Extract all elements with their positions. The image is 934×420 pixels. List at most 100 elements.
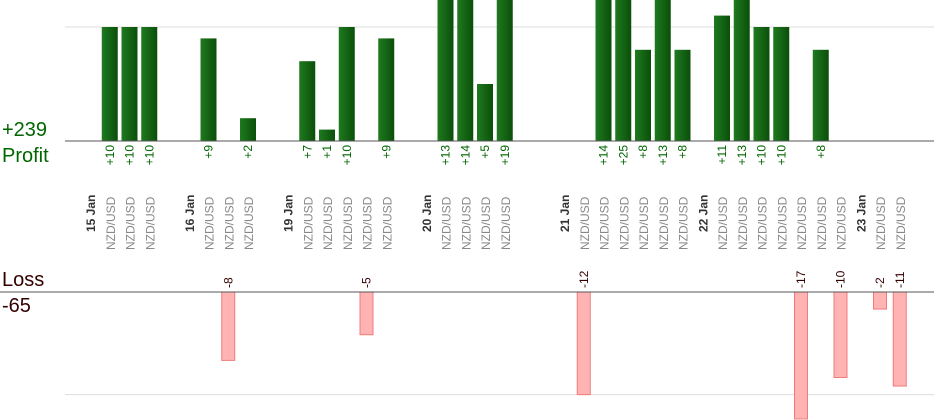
pair-label: NZD/USD — [657, 196, 671, 250]
pair-label: NZD/USD — [104, 196, 118, 250]
pair-label: NZD/USD — [736, 196, 750, 250]
profit-value-label: +10 — [755, 145, 769, 166]
pair-labels: NZD/USD NZD/USD NZD/USD NZD/USD NZD/USD NZD/U… — [104, 196, 908, 250]
profit-value-label: +10 — [340, 145, 354, 166]
loss-total: -65 — [2, 295, 31, 317]
profit-value-label: +10 — [142, 145, 156, 166]
profit-bar — [733, 0, 750, 141]
pair-label: NZD/USD — [222, 196, 236, 250]
profit-value-label: +14 — [597, 145, 611, 166]
pair-label: NZD/USD — [756, 196, 770, 250]
profit-bar — [773, 27, 790, 141]
profit-bar — [457, 0, 474, 141]
profit-value-label: +13 — [735, 145, 749, 166]
pair-label: NZD/USD — [775, 196, 789, 250]
pair-label: NZD/USD — [242, 196, 256, 250]
profit-bar — [240, 118, 256, 141]
profit-bar — [200, 38, 217, 141]
profit-label: Profit — [2, 145, 49, 167]
profit-bar — [378, 38, 395, 141]
profit-value-label: +8 — [636, 145, 650, 159]
profit-bar — [141, 27, 158, 141]
profit-value-label: +9 — [379, 145, 393, 159]
day-label: 16 Jan — [183, 195, 197, 232]
pair-label: NZD/USD — [203, 196, 217, 250]
profit-bar — [121, 27, 138, 141]
pair-label: NZD/USD — [815, 196, 829, 250]
pair-label: NZD/USD — [380, 196, 394, 250]
profit-bar — [812, 49, 829, 141]
pair-label: NZD/USD — [578, 196, 592, 250]
loss-value-label: -5 — [360, 277, 374, 288]
day-label: 20 Jan — [420, 195, 434, 232]
profit-bars — [101, 0, 829, 142]
loss-bars — [221, 291, 907, 420]
loss-value-label: -12 — [577, 270, 591, 288]
day-label: 22 Jan — [696, 195, 710, 232]
pair-label: NZD/USD — [637, 196, 651, 250]
profit-bar — [615, 0, 632, 141]
profit-value-label: +9 — [202, 145, 216, 159]
profit-bar — [437, 0, 454, 141]
day-label: 23 Jan — [854, 195, 868, 232]
pair-label: NZD/USD — [835, 196, 849, 250]
profit-value-label: +5 — [478, 145, 492, 159]
loss-bar — [873, 291, 887, 310]
loss-bar — [221, 291, 236, 361]
pair-label: NZD/USD — [795, 196, 809, 250]
profit-bar — [674, 49, 691, 141]
pair-label: NZD/USD — [143, 196, 157, 250]
profit-value-label: +13 — [439, 145, 453, 166]
loss-label: Loss — [2, 269, 45, 291]
profit-bar — [635, 49, 651, 141]
profit-value-label: +7 — [300, 145, 314, 159]
pair-label: NZD/USD — [301, 196, 315, 250]
profit-value-label: +2 — [241, 145, 255, 159]
pair-label: NZD/USD — [598, 196, 612, 250]
profit-value-label: +1 — [320, 145, 334, 159]
pair-label: NZD/USD — [894, 196, 908, 250]
profit-bar — [714, 15, 730, 142]
profit-bar — [753, 27, 770, 141]
loss-bar — [359, 291, 374, 336]
pair-label: NZD/USD — [361, 196, 375, 250]
pair-label: NZD/USD — [321, 196, 335, 250]
profit-bar — [477, 84, 493, 141]
pair-label: NZD/USD — [341, 196, 355, 250]
profit-bar — [654, 0, 671, 141]
profit-bar — [595, 0, 612, 141]
profit-value-label: +8 — [676, 145, 690, 159]
loss-value-label: -17 — [794, 270, 808, 288]
day-label: 15 Jan — [84, 195, 98, 232]
profit-value-label: +13 — [656, 145, 670, 166]
pair-label: NZD/USD — [499, 196, 513, 250]
day-label: 21 Jan — [558, 195, 572, 232]
pair-label: NZD/USD — [617, 196, 631, 250]
profit-bar — [319, 129, 335, 141]
profit-value-label: +19 — [498, 145, 512, 166]
profit-total: +239 — [2, 119, 48, 141]
loss-value-label: -10 — [834, 270, 848, 288]
loss-value-label: -8 — [221, 277, 235, 288]
profit-bar — [338, 27, 355, 141]
profit-value-label: +10 — [103, 145, 117, 166]
pair-label: NZD/USD — [716, 196, 730, 250]
profit-bar — [496, 0, 513, 141]
profit-value-label: +11 — [715, 145, 729, 165]
profit-value-label: +14 — [458, 145, 472, 166]
loss-data-labels: -8 -5 -12 -17 -10 -2 -11 — [221, 270, 907, 288]
loss-value-label: -2 — [873, 277, 887, 288]
profit-bar — [299, 61, 316, 142]
loss-bar — [833, 291, 848, 378]
pair-label: NZD/USD — [479, 196, 493, 250]
day-labels: 15 Jan 16 Jan 19 Jan 20 Jan 21 Jan 22 Jan 23 J… — [84, 195, 868, 232]
pair-label: NZD/USD — [440, 196, 454, 250]
profit-value-label: +8 — [814, 145, 828, 159]
baselines — [0, 140, 934, 293]
pair-label: NZD/USD — [874, 196, 888, 250]
profit-bar — [101, 27, 118, 141]
pair-label: NZD/USD — [677, 196, 691, 250]
pair-label: NZD/USD — [459, 196, 473, 250]
loss-value-label: -11 — [893, 271, 907, 288]
